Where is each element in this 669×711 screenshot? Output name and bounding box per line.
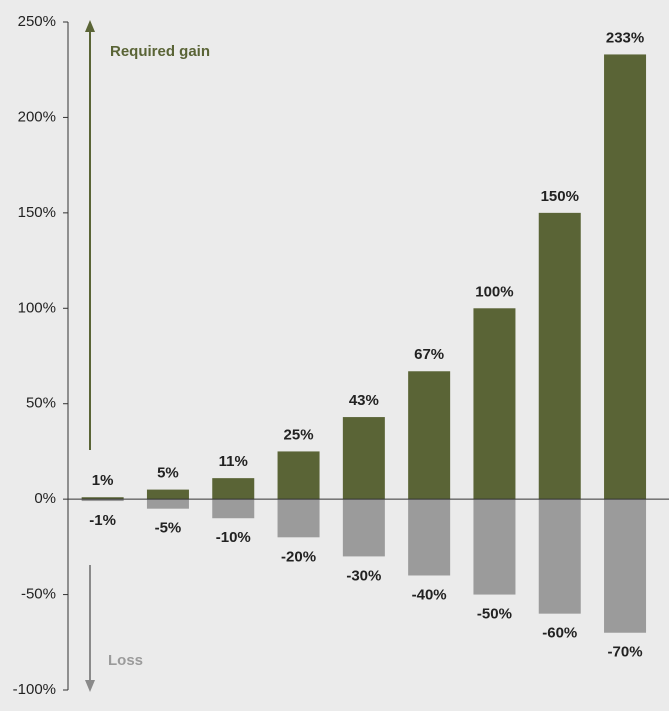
value-label: -30% (346, 567, 381, 584)
y-tick-label: -50% (21, 586, 56, 603)
bar (81, 497, 124, 500)
bar (604, 54, 647, 500)
value-label: 150% (541, 188, 579, 205)
value-label: -10% (216, 529, 251, 546)
value-label: -70% (608, 644, 643, 661)
y-tick-label: 150% (18, 204, 56, 221)
value-label: -5% (155, 520, 182, 537)
bar (473, 308, 516, 500)
bar (604, 499, 647, 633)
bar (408, 371, 451, 500)
value-label: 233% (606, 29, 644, 46)
value-label: -50% (477, 606, 512, 623)
value-label: 1% (92, 472, 114, 489)
value-label: 11% (219, 453, 248, 470)
loss-annotation: Loss (108, 652, 143, 669)
bar (212, 478, 255, 500)
bar (538, 499, 581, 614)
loss-arrow-head (85, 680, 95, 692)
y-tick-label: 200% (18, 108, 56, 125)
bar (146, 499, 189, 509)
gain-annotation: Required gain (110, 43, 210, 60)
bar (212, 499, 255, 519)
bar (277, 451, 320, 500)
value-label: -20% (281, 548, 316, 565)
value-label: -40% (412, 586, 447, 603)
bar (342, 417, 385, 500)
value-label: -1% (89, 512, 116, 529)
bar (146, 489, 189, 500)
y-tick-label: 50% (26, 395, 56, 412)
y-tick-label: 0% (34, 490, 56, 507)
bar (473, 499, 516, 595)
bar (538, 212, 581, 500)
bar (342, 499, 385, 557)
value-label: 25% (284, 426, 314, 443)
bar (81, 499, 124, 502)
y-tick-label: 100% (18, 299, 56, 316)
value-label: -60% (542, 625, 577, 642)
gain-arrow-head (85, 20, 95, 32)
value-label: 67% (414, 346, 444, 363)
y-tick-label: 250% (18, 13, 56, 30)
value-label: 5% (157, 465, 179, 482)
bar (408, 499, 451, 576)
value-label: 100% (475, 283, 513, 300)
value-label: 43% (349, 392, 379, 409)
bar (277, 499, 320, 538)
y-tick-label: -100% (13, 681, 56, 698)
